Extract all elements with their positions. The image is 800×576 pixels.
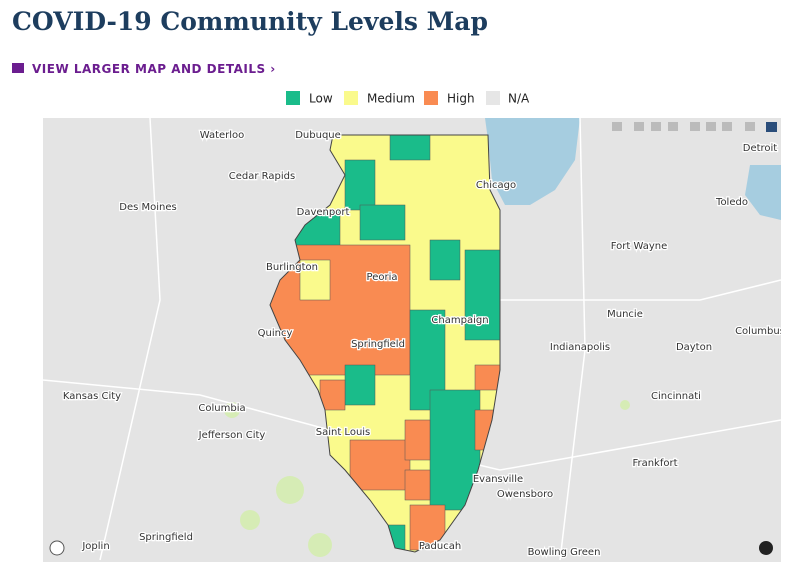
lake-michigan [485, 118, 580, 205]
city-label: Quincy [258, 328, 293, 339]
city-label: Chicago [476, 180, 516, 191]
map-icon[interactable] [12, 63, 24, 73]
city-label: Bowling Green [528, 547, 601, 558]
city-label: Dayton [676, 342, 712, 353]
city-label: Cedar Rapids [229, 171, 295, 182]
city-label: Columbia [198, 403, 245, 414]
city-label: Toledo [715, 197, 748, 208]
city-label: Saint Louis [316, 427, 371, 438]
legend-swatch [486, 91, 500, 105]
city-label: Muncie [607, 309, 643, 320]
city-label: Dubuque [295, 130, 341, 141]
city-label: Jefferson City [198, 430, 266, 441]
city-labels: Waterloo Dubuque Cedar Rapids Des Moines… [62, 129, 785, 560]
legend-swatch [424, 91, 438, 105]
lake-erie [745, 165, 781, 220]
legend-label: Medium [367, 92, 415, 106]
map-link[interactable]: VIEW LARGER MAP AND DETAILS › [32, 62, 276, 76]
city-label: Kansas City [63, 391, 121, 402]
city-label: Springfield [139, 532, 193, 543]
city-label: Waterloo [200, 130, 245, 141]
map-toolbar[interactable] [612, 122, 777, 132]
info-button[interactable] [759, 541, 773, 555]
city-label: Champaign [431, 315, 488, 326]
legend-label: High [447, 92, 475, 106]
zoom-button[interactable] [49, 540, 65, 556]
city-label: Frankfort [632, 458, 677, 469]
page-title: COVID-19 Community Levels Map [12, 7, 488, 36]
city-label: Joplin [81, 541, 109, 552]
map[interactable]: Waterloo Dubuque Cedar Rapids Des Moines… [43, 118, 785, 562]
city-label: Cincinnati [651, 391, 701, 402]
city-label: Fort Wayne [611, 241, 668, 252]
legend-swatch [286, 91, 300, 105]
city-label: Indianapolis [550, 342, 610, 353]
parks [224, 400, 630, 557]
legend-swatch [344, 91, 358, 105]
city-label: Detroit [743, 143, 778, 154]
city-label: Des Moines [119, 202, 176, 213]
city-label: Burlington [266, 262, 318, 273]
illinois-outline [269, 134, 501, 553]
city-label: Davenport [297, 207, 350, 218]
legend-label: N/A [508, 92, 530, 106]
legend-label: Low [309, 92, 333, 106]
city-label: Columbus [735, 326, 785, 337]
city-label: Owensboro [497, 489, 553, 500]
city-label: Peoria [367, 272, 398, 283]
city-label: Evansville [473, 474, 523, 485]
city-label: Springfield [351, 339, 405, 350]
city-label: Paducah [419, 541, 461, 552]
